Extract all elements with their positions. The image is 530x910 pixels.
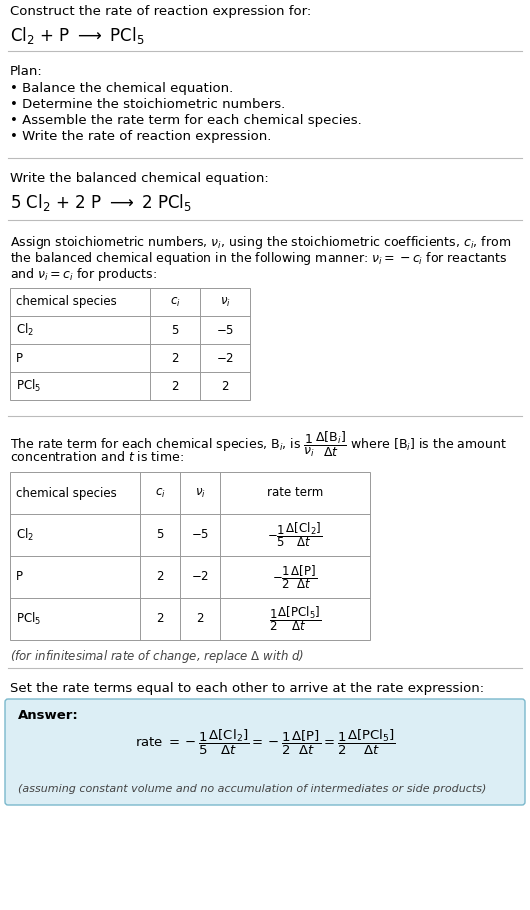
- Text: $-5$: $-5$: [216, 323, 234, 337]
- Text: $-2$: $-2$: [216, 351, 234, 365]
- Text: $c_i$: $c_i$: [155, 487, 165, 500]
- Text: The rate term for each chemical species, $\mathrm{B}_i$, is $\dfrac{1}{\nu_i}\df: The rate term for each chemical species,…: [10, 430, 507, 460]
- Text: 2: 2: [196, 612, 204, 625]
- Text: 2: 2: [171, 351, 179, 365]
- Text: $\mathrm{Cl_2}$: $\mathrm{Cl_2}$: [16, 322, 34, 338]
- Text: chemical species: chemical species: [16, 487, 117, 500]
- Text: $\mathrm{Cl_2}$ + P $\longrightarrow$ $\mathrm{PCl_5}$: $\mathrm{Cl_2}$ + P $\longrightarrow$ $\…: [10, 25, 145, 46]
- Text: 5 $\mathrm{Cl_2}$ + 2 P $\longrightarrow$ 2 $\mathrm{PCl_5}$: 5 $\mathrm{Cl_2}$ + 2 P $\longrightarrow…: [10, 192, 192, 213]
- Text: rate $= -\dfrac{1}{5}\dfrac{\Delta[\mathrm{Cl_2}]}{\Delta t} = -\dfrac{1}{2}\dfr: rate $= -\dfrac{1}{5}\dfrac{\Delta[\math…: [135, 727, 395, 756]
- Text: 5: 5: [171, 323, 179, 337]
- Text: $\mathrm{PCl_5}$: $\mathrm{PCl_5}$: [16, 378, 41, 394]
- Text: • Write the rate of reaction expression.: • Write the rate of reaction expression.: [10, 130, 271, 143]
- Text: (assuming constant volume and no accumulation of intermediates or side products): (assuming constant volume and no accumul…: [18, 784, 487, 794]
- Text: Plan:: Plan:: [10, 65, 43, 78]
- Text: 2: 2: [221, 379, 229, 392]
- Text: rate term: rate term: [267, 487, 323, 500]
- FancyBboxPatch shape: [5, 699, 525, 805]
- Text: $c_i$: $c_i$: [170, 296, 180, 308]
- Text: P: P: [16, 351, 23, 365]
- Text: • Determine the stoichiometric numbers.: • Determine the stoichiometric numbers.: [10, 98, 285, 111]
- Text: • Balance the chemical equation.: • Balance the chemical equation.: [10, 82, 233, 95]
- Text: $-5$: $-5$: [191, 529, 209, 541]
- Text: 2: 2: [156, 571, 164, 583]
- Text: $\nu_i$: $\nu_i$: [219, 296, 231, 308]
- Bar: [10, 288, 250, 400]
- Text: 2: 2: [156, 612, 164, 625]
- Text: $-\dfrac{1}{2}\dfrac{\Delta[\mathrm{P}]}{\Delta t}$: $-\dfrac{1}{2}\dfrac{\Delta[\mathrm{P}]}…: [272, 563, 317, 591]
- Text: P: P: [16, 571, 23, 583]
- Text: $\nu_i$: $\nu_i$: [195, 487, 206, 500]
- Text: $\mathrm{Cl_2}$: $\mathrm{Cl_2}$: [16, 527, 34, 543]
- Text: and $\nu_i = c_i$ for products:: and $\nu_i = c_i$ for products:: [10, 266, 157, 283]
- Text: $-2$: $-2$: [191, 571, 209, 583]
- Text: Assign stoichiometric numbers, $\nu_i$, using the stoichiometric coefficients, $: Assign stoichiometric numbers, $\nu_i$, …: [10, 234, 511, 251]
- Text: • Assemble the rate term for each chemical species.: • Assemble the rate term for each chemic…: [10, 114, 362, 127]
- Text: chemical species: chemical species: [16, 296, 117, 308]
- Text: Answer:: Answer:: [18, 709, 79, 722]
- Text: 2: 2: [171, 379, 179, 392]
- Text: Set the rate terms equal to each other to arrive at the rate expression:: Set the rate terms equal to each other t…: [10, 682, 484, 695]
- Text: 5: 5: [156, 529, 164, 541]
- Text: $\mathrm{PCl_5}$: $\mathrm{PCl_5}$: [16, 611, 41, 627]
- Text: the balanced chemical equation in the following manner: $\nu_i = -c_i$ for react: the balanced chemical equation in the fo…: [10, 250, 508, 267]
- Text: $-\dfrac{1}{5}\dfrac{\Delta[\mathrm{Cl_2}]}{\Delta t}$: $-\dfrac{1}{5}\dfrac{\Delta[\mathrm{Cl_2…: [268, 521, 323, 550]
- Text: $\dfrac{1}{2}\dfrac{\Delta[\mathrm{PCl_5}]}{\Delta t}$: $\dfrac{1}{2}\dfrac{\Delta[\mathrm{PCl_5…: [269, 604, 321, 633]
- Text: (for infinitesimal rate of change, replace $\Delta$ with $d$): (for infinitesimal rate of change, repla…: [10, 648, 304, 665]
- Text: Construct the rate of reaction expression for:: Construct the rate of reaction expressio…: [10, 5, 311, 18]
- Bar: [10, 472, 370, 640]
- Text: Write the balanced chemical equation:: Write the balanced chemical equation:: [10, 172, 269, 185]
- Text: concentration and $t$ is time:: concentration and $t$ is time:: [10, 450, 184, 464]
